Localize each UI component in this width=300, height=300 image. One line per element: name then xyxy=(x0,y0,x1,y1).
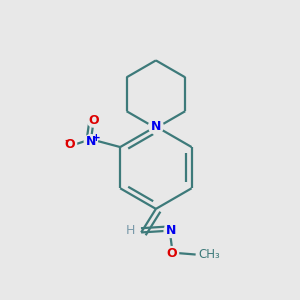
Text: N: N xyxy=(85,135,96,148)
Circle shape xyxy=(84,135,97,148)
Text: -: - xyxy=(64,136,69,146)
Circle shape xyxy=(64,138,76,151)
Circle shape xyxy=(87,114,100,127)
Circle shape xyxy=(148,119,163,134)
Text: O: O xyxy=(65,138,75,151)
Circle shape xyxy=(164,224,177,238)
Circle shape xyxy=(166,247,178,260)
Text: +: + xyxy=(92,133,100,142)
Text: H: H xyxy=(126,224,136,238)
Text: O: O xyxy=(167,247,177,260)
Text: N: N xyxy=(165,224,176,238)
Text: O: O xyxy=(88,114,99,127)
Text: N: N xyxy=(151,120,161,133)
Text: CH₃: CH₃ xyxy=(199,248,220,261)
